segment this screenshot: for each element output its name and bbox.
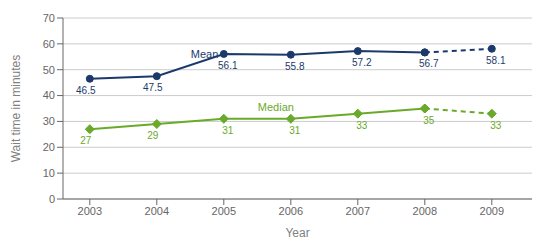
svg-text:29: 29 bbox=[147, 130, 159, 141]
svg-text:2005: 2005 bbox=[212, 205, 236, 217]
svg-text:Median: Median bbox=[258, 101, 294, 113]
svg-text:10: 10 bbox=[43, 167, 55, 179]
svg-text:50: 50 bbox=[43, 64, 55, 76]
svg-text:30: 30 bbox=[43, 115, 55, 127]
svg-text:2008: 2008 bbox=[413, 205, 437, 217]
svg-text:2009: 2009 bbox=[480, 205, 504, 217]
svg-text:31: 31 bbox=[222, 125, 234, 136]
svg-text:2004: 2004 bbox=[145, 205, 169, 217]
svg-text:Wait time in minutes: Wait time in minutes bbox=[9, 55, 23, 163]
svg-text:33: 33 bbox=[356, 120, 368, 131]
svg-text:33: 33 bbox=[490, 120, 502, 131]
svg-text:Year: Year bbox=[285, 226, 309, 239]
svg-text:0: 0 bbox=[49, 193, 55, 205]
svg-text:27: 27 bbox=[80, 135, 92, 146]
svg-text:58.1: 58.1 bbox=[486, 55, 506, 66]
svg-text:46.5: 46.5 bbox=[76, 85, 96, 96]
svg-text:2007: 2007 bbox=[346, 205, 370, 217]
svg-text:20: 20 bbox=[43, 141, 55, 153]
svg-text:56.1: 56.1 bbox=[218, 60, 238, 71]
svg-text:70: 70 bbox=[43, 12, 55, 24]
svg-text:35: 35 bbox=[423, 115, 435, 126]
svg-text:57.2: 57.2 bbox=[352, 57, 372, 68]
svg-text:Mean: Mean bbox=[191, 48, 219, 60]
svg-text:31: 31 bbox=[289, 125, 301, 136]
svg-text:60: 60 bbox=[43, 38, 55, 50]
svg-text:2003: 2003 bbox=[78, 205, 102, 217]
svg-text:40: 40 bbox=[43, 89, 55, 101]
svg-text:55.8: 55.8 bbox=[285, 61, 305, 72]
svg-text:2006: 2006 bbox=[279, 205, 303, 217]
svg-text:56.7: 56.7 bbox=[419, 58, 439, 69]
svg-text:47.5: 47.5 bbox=[143, 82, 163, 93]
